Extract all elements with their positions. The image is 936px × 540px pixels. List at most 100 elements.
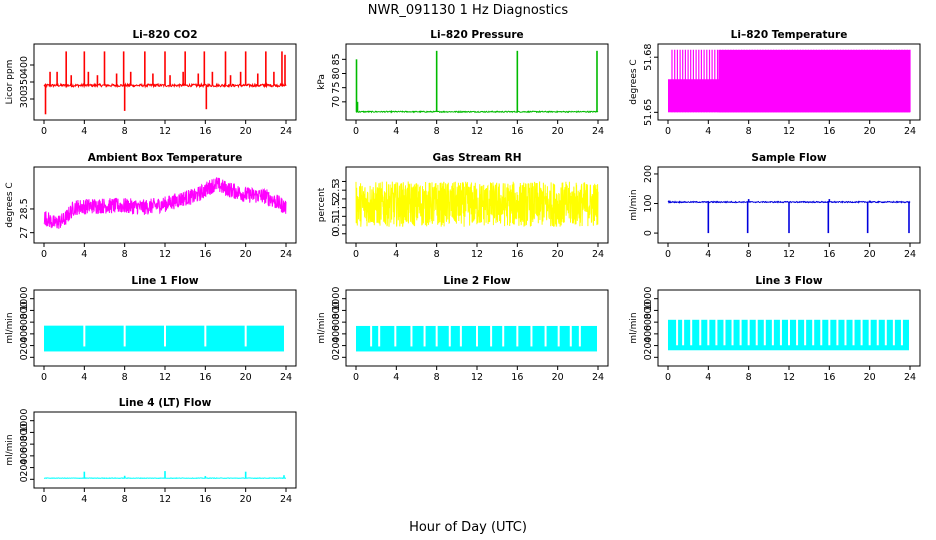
co2-ytick-label: 300 [19, 90, 30, 108]
co2-xtick-label: 4 [81, 126, 87, 137]
licor_temp-xtick-label: 0 [665, 126, 671, 137]
line3-xtick-label: 4 [705, 372, 711, 383]
line2-gap-5 [435, 324, 438, 347]
line3-ytick-label: 0 [643, 354, 654, 360]
co2-y-axis-label: Licor ppm [5, 60, 15, 105]
ambient-xtick-label: 16 [199, 249, 211, 260]
co2-ytick-label: 400 [19, 56, 30, 74]
licor_temp-xtick-label: 8 [746, 126, 752, 137]
line3-gap-0 [676, 318, 679, 346]
line4-ytick-label: 400 [19, 447, 30, 465]
line1-ytick-label: 400 [19, 325, 30, 343]
rh-ytick-label: 0 [331, 231, 342, 237]
line1-ytick-label: 800 [19, 301, 30, 319]
line4-xtick-label: 20 [240, 494, 252, 505]
pressure-xtick-label: 24 [592, 126, 604, 137]
line3-gap-12 [771, 318, 774, 346]
line3-gap-10 [755, 318, 758, 346]
rh-xtick-label: 16 [511, 249, 523, 260]
line1-gap-1 [123, 324, 126, 347]
pressure-ytick-label: 75 [331, 82, 342, 94]
licor_temp-series [668, 49, 911, 113]
line2-gap-6 [448, 324, 451, 347]
line2-gap-9 [490, 324, 493, 347]
line2-gap-1 [378, 324, 381, 347]
line3-gap-4 [707, 318, 710, 346]
line3-series [668, 318, 909, 351]
pressure-series [355, 50, 599, 114]
line3-xtick-label: 12 [783, 372, 795, 383]
line2-gap-11 [516, 324, 519, 347]
licor_temp-xtick-label: 12 [783, 126, 795, 137]
line3-gap-24 [868, 318, 871, 346]
sample_flow-xtick-label: 16 [823, 249, 835, 260]
pressure-xtick-label: 4 [393, 126, 399, 137]
line1-xtick-label: 20 [240, 372, 252, 383]
line4-y-axis-label: ml/min [5, 434, 15, 465]
line2-gap-2 [394, 324, 397, 347]
licor_temp-xtick-label: 16 [823, 126, 835, 137]
panel-ambient: Ambient Box Temperature 0 4 8 12 16 20 24 27 28.5… [5, 152, 297, 260]
line2-ytick-label: 400 [331, 325, 342, 343]
line3-ytick-label: 800 [643, 301, 654, 319]
ambient-ytick-label: 27 [19, 227, 30, 239]
pressure-y-axis-label: kPa [317, 74, 327, 90]
line2-gap-7 [459, 324, 462, 347]
co2-series [43, 51, 287, 115]
ambient-xtick-label: 24 [280, 249, 292, 260]
rh-ytick-label: 1 [331, 213, 342, 219]
line2-gap-8 [476, 324, 478, 347]
line2-title: Line 2 Flow [443, 275, 510, 287]
pressure-xtick-label: 12 [471, 126, 483, 137]
line2-gap-12 [530, 324, 533, 347]
ambient-series [43, 177, 287, 229]
line3-xtick-label: 24 [904, 372, 916, 383]
sample_flow-xtick-label: 4 [705, 249, 711, 260]
ambient-y-axis-label: degrees C [5, 182, 15, 227]
line3-ytick-label: 200 [643, 337, 654, 355]
line2-gap-14 [557, 324, 560, 347]
line3-gap-26 [884, 318, 887, 346]
line1-band [44, 325, 284, 352]
line4-xtick-label: 8 [122, 494, 128, 505]
line2-gap-0 [370, 324, 373, 347]
line3-xtick-label: 0 [665, 372, 671, 383]
line1-xtick-label: 8 [122, 372, 128, 383]
line2-xtick-label: 8 [434, 372, 440, 383]
rh-ytick-label: 1.5 [331, 200, 342, 215]
line3-gap-3 [699, 318, 702, 346]
pressure-ytick-label: 85 [331, 53, 342, 65]
line1-ytick-label: 200 [19, 337, 30, 355]
line1-series [44, 324, 284, 352]
licor_temp-ytick-label: 51.65 [643, 99, 654, 126]
line3-gap-8 [739, 318, 742, 346]
line3-gap-22 [852, 318, 855, 346]
line3-title: Line 3 Flow [755, 275, 822, 287]
pressure-title: Li–820 Pressure [430, 29, 523, 41]
line1-xtick-label: 4 [81, 372, 87, 383]
rh-xtick-label: 0 [353, 249, 359, 260]
ambient-xtick-label: 0 [41, 249, 47, 260]
line4-title: Line 4 (LT) Flow [119, 397, 212, 409]
line3-gap-20 [836, 318, 839, 346]
line3-gap-28 [900, 318, 903, 346]
figure-title: NWR_091130 1 Hz Diagnostics [368, 3, 569, 18]
line2-gap-16 [578, 324, 581, 347]
line3-gap-25 [876, 318, 879, 346]
line2-xtick-label: 4 [393, 372, 399, 383]
figure-x-axis-label: Hour of Day (UTC) [409, 520, 527, 535]
line4-ytick-label: 800 [19, 423, 30, 441]
line3-gap-19 [828, 318, 831, 346]
sample_flow-title: Sample Flow [751, 152, 826, 164]
rh-y-axis-label: percent [317, 187, 327, 222]
line2-gap-15 [569, 324, 572, 347]
line4-ytick-label: 600 [19, 435, 30, 453]
rh-series [355, 181, 599, 227]
line1-gap-3 [204, 324, 207, 347]
line4-xtick-label: 16 [199, 494, 211, 505]
pressure-plot-frame [345, 43, 609, 121]
rh-ytick-label: 3 [331, 178, 342, 184]
